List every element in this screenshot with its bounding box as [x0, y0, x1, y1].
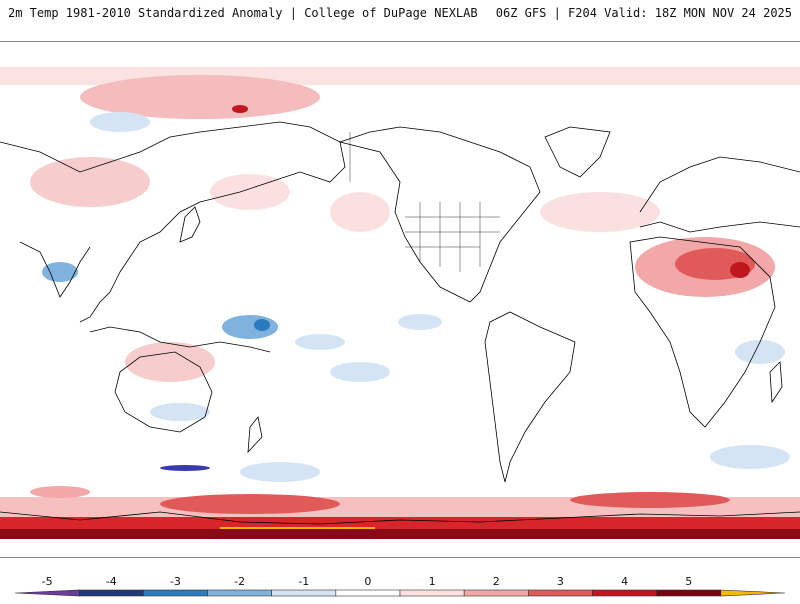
map-title: 2m Temp 1981-2010 Standardized Anomaly |…	[8, 6, 478, 20]
legend-tick-label: 3	[557, 575, 564, 588]
legend-swatch	[592, 589, 657, 597]
legend-tick-label: -1	[298, 575, 309, 588]
legend-swatch	[14, 589, 80, 597]
legend-tick-label: 0	[364, 575, 371, 588]
siberia-warm-anomaly	[80, 75, 320, 119]
antarctic-hot-band	[0, 517, 800, 531]
legend-tick-label: 1	[429, 575, 436, 588]
india-cold-anomaly	[42, 262, 78, 282]
anomaly-color-legend: -5 -4 -3 -2 -1 0 1 2 3 4 5	[0, 572, 800, 600]
legend-swatch	[271, 589, 337, 597]
legend-swatch	[463, 589, 529, 597]
legend-tick-label: -5	[42, 575, 53, 588]
asia-warm-anomaly	[30, 157, 150, 207]
africa-hot-spot	[730, 262, 750, 278]
map-canvas	[0, 67, 800, 539]
antarctic-extreme-band	[0, 529, 800, 539]
legend-swatch	[207, 589, 272, 597]
anomaly-map	[0, 41, 800, 558]
legend-tick-label: 2	[493, 575, 500, 588]
asia-cold-anomaly	[90, 112, 150, 132]
arctic-hot-spot	[232, 105, 248, 113]
legend-swatch	[720, 589, 786, 597]
legend-swatch	[335, 589, 401, 597]
indonesia-cold-anomaly	[222, 315, 278, 339]
legend-bar: -5 -4 -3 -2 -1 0 1 2 3 4 5	[14, 575, 786, 597]
model-valid-time: 06Z GFS | F204 Valid: 18Z MON NOV 24 202…	[495, 6, 792, 20]
legend-swatch	[143, 589, 208, 597]
legend-tick-label: -2	[234, 575, 245, 588]
legend-tick-label: -4	[106, 575, 117, 588]
legend-swatch	[399, 589, 465, 597]
anomaly-shading	[0, 67, 800, 539]
legend-swatch	[528, 589, 593, 597]
legend-tick-label: 4	[621, 575, 628, 588]
legend-swatch	[656, 589, 722, 597]
legend-tick-label: 5	[685, 575, 692, 588]
coastlines	[0, 121, 800, 525]
legend-tick-label: -3	[170, 575, 181, 588]
political-boundaries	[349, 132, 500, 272]
legend-swatch	[78, 589, 144, 597]
indonesia-cold-spot	[254, 319, 270, 331]
